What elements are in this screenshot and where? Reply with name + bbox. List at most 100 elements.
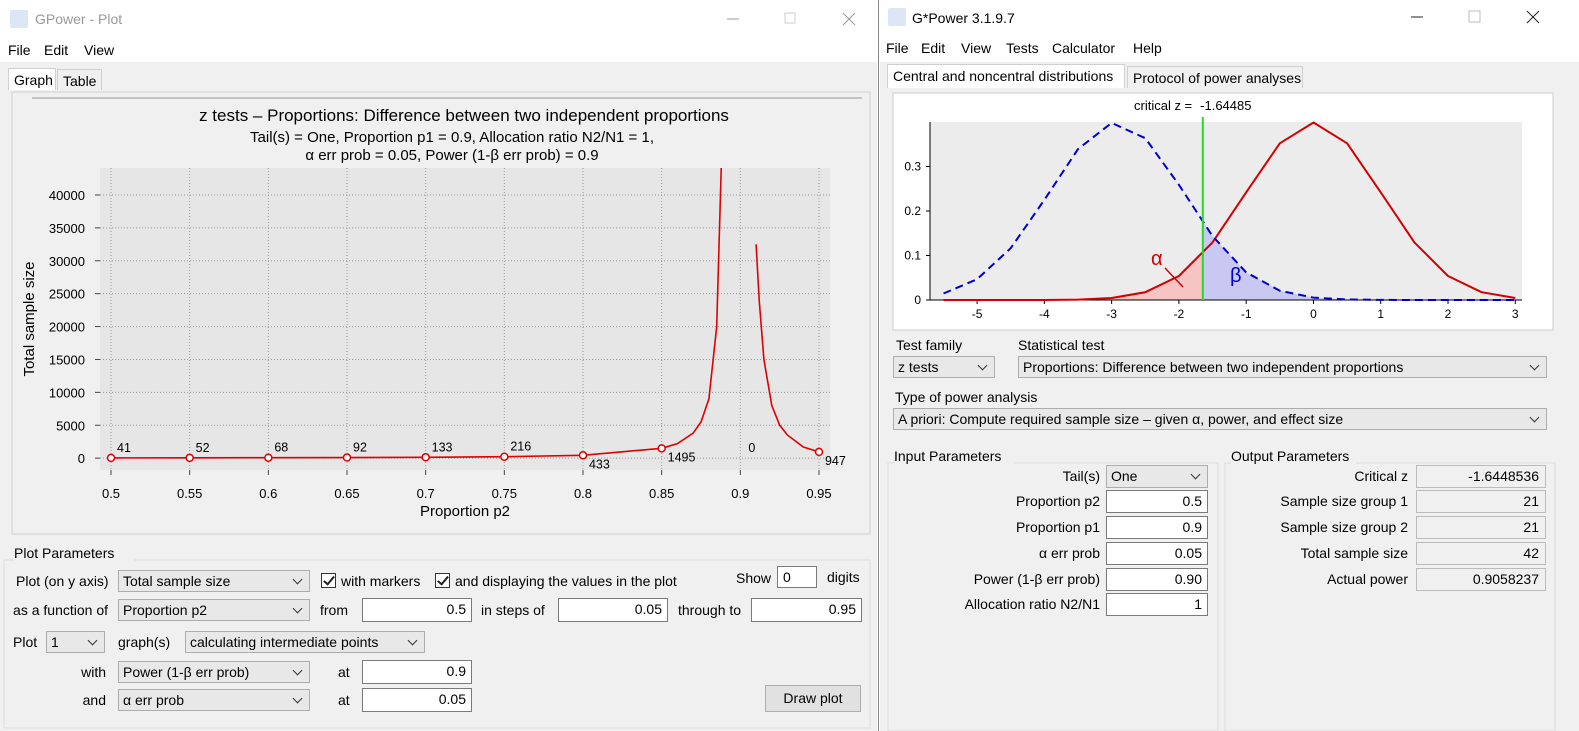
group-heading: Input Parameters bbox=[894, 445, 1014, 467]
label: Tail(s) bbox=[1062, 468, 1100, 484]
x-tick-label: 0.55 bbox=[177, 486, 202, 501]
y-tick-label: 35000 bbox=[49, 221, 85, 236]
x-tick-label: 0.95 bbox=[806, 486, 831, 501]
menu-item[interactable]: Calculator bbox=[1052, 40, 1116, 56]
tab[interactable]: Protocol of power analyses bbox=[1127, 66, 1303, 88]
label: Actual power bbox=[1327, 571, 1408, 587]
menu-item[interactable]: View bbox=[84, 42, 115, 58]
menu-item[interactable]: Tests bbox=[1006, 40, 1039, 56]
text-input[interactable]: 0.5 bbox=[362, 598, 472, 622]
label: digits bbox=[827, 569, 860, 585]
menu-item[interactable]: View bbox=[961, 40, 992, 56]
checkbox[interactable]: and displaying the values in the plot bbox=[435, 570, 695, 592]
y-tick-label: 10000 bbox=[49, 385, 85, 400]
marker bbox=[106, 453, 116, 463]
alpha-pointer bbox=[1164, 267, 1184, 288]
text-input[interactable]: 0.05 bbox=[362, 688, 472, 712]
text-input[interactable]: 0.9 bbox=[1106, 516, 1208, 539]
y-axis-label: Total sample size bbox=[21, 261, 38, 376]
beta-area bbox=[1202, 221, 1516, 300]
button[interactable]: Draw plot bbox=[765, 685, 861, 712]
text-input[interactable]: 0.95 bbox=[751, 598, 862, 622]
spinner[interactable]: 0 bbox=[777, 566, 817, 588]
label: in steps of bbox=[481, 602, 545, 618]
label: as a function of bbox=[13, 602, 108, 618]
chart-title: z tests – Proportions: Difference betwee… bbox=[199, 106, 729, 125]
y-tick-label: 0 bbox=[78, 451, 85, 466]
label: Proportion p1 bbox=[1015, 519, 1100, 535]
data-label: 1495 bbox=[668, 450, 696, 464]
y-tick-label: 0.1 bbox=[904, 249, 921, 263]
x-tick-label: -1 bbox=[1241, 307, 1252, 321]
label: Power (1-β err prob) bbox=[973, 571, 1100, 587]
label: Show bbox=[736, 570, 772, 586]
x-tick-label: -2 bbox=[1174, 307, 1185, 321]
label: Type of power analysis bbox=[895, 389, 1038, 405]
plot-params-group bbox=[3, 559, 871, 729]
x-tick-label: 2 bbox=[1445, 307, 1452, 321]
label: at bbox=[338, 692, 350, 708]
main-window-controls bbox=[1411, 10, 1540, 24]
dropdown[interactable]: A priori: Compute required sample size –… bbox=[893, 408, 1547, 430]
tab[interactable]: Table bbox=[57, 69, 102, 90]
checkbox[interactable]: with markers bbox=[321, 570, 426, 592]
x-tick-label: 3 bbox=[1512, 307, 1519, 321]
menu-item[interactable]: Help bbox=[1133, 40, 1162, 56]
menu-item[interactable]: File bbox=[886, 40, 909, 56]
x-tick-label: 0.9 bbox=[731, 486, 749, 501]
text-input[interactable]: 0.5 bbox=[1106, 490, 1208, 513]
label: Proportion p2 bbox=[1015, 493, 1100, 509]
marker bbox=[578, 451, 588, 460]
menu-item[interactable]: Edit bbox=[44, 42, 69, 58]
label: Sample size group 2 bbox=[1280, 519, 1408, 535]
text-input[interactable]: 0.90 bbox=[1106, 568, 1208, 591]
output-field: -1.6448536 bbox=[1416, 465, 1546, 488]
menu-item[interactable]: File bbox=[8, 42, 31, 58]
label: Total sample size bbox=[1300, 545, 1408, 561]
dropdown[interactable]: 1 bbox=[46, 631, 105, 653]
text-input[interactable]: 1 bbox=[1106, 593, 1208, 616]
label: Sample size group 1 bbox=[1280, 493, 1408, 509]
x-tick-label: 0.7 bbox=[417, 486, 435, 501]
plot-area bbox=[100, 168, 830, 470]
y-tick-label: 25000 bbox=[49, 287, 85, 302]
marker bbox=[500, 452, 509, 461]
dropdown[interactable]: z tests bbox=[893, 356, 995, 378]
data-label: 0 bbox=[748, 441, 755, 455]
label: Test family bbox=[896, 337, 963, 353]
dropdown[interactable]: α err prob bbox=[118, 689, 310, 711]
x-tick-label: -5 bbox=[972, 307, 983, 321]
dropdown[interactable]: Proportions: Difference between two inde… bbox=[1018, 356, 1547, 378]
data-label: 52 bbox=[196, 441, 210, 455]
data-label: 433 bbox=[589, 457, 610, 471]
tab[interactable]: Central and noncentral distributions bbox=[887, 64, 1125, 88]
dropdown[interactable]: Total sample size bbox=[118, 570, 310, 592]
density-curve bbox=[943, 121, 1516, 301]
dropdown[interactable]: calculating intermediate points bbox=[185, 631, 425, 653]
text-input[interactable]: 0.9 bbox=[362, 660, 472, 684]
label: α err prob bbox=[1038, 545, 1100, 561]
dropdown[interactable]: Power (1-β err prob) bbox=[118, 661, 310, 683]
x-tick-label: 1 bbox=[1377, 307, 1384, 321]
label: at bbox=[338, 664, 350, 680]
text-input[interactable]: 0.05 bbox=[558, 598, 668, 622]
critical-label: critical z = -1.64485 bbox=[1134, 98, 1251, 113]
label: Statistical test bbox=[1018, 337, 1105, 353]
dropdown[interactable]: Proportion p2 bbox=[118, 599, 310, 621]
marker bbox=[342, 453, 352, 462]
label: through to bbox=[678, 602, 742, 618]
menu-item[interactable]: Edit bbox=[921, 40, 946, 56]
marker bbox=[814, 447, 824, 457]
curve bbox=[110, 168, 820, 459]
dropdown[interactable]: One bbox=[1106, 465, 1208, 488]
tab[interactable]: Graph bbox=[8, 68, 56, 90]
y-tick-label: 0.3 bbox=[904, 160, 921, 174]
data-label: 216 bbox=[510, 440, 531, 454]
text-input[interactable]: 0.05 bbox=[1106, 542, 1208, 565]
chart-subtitle: Tail(s) = One, Proportion p1 = 0.9, Allo… bbox=[250, 129, 654, 146]
y-tick-label: 0 bbox=[914, 293, 921, 307]
marker bbox=[185, 453, 194, 463]
plot-window-controls bbox=[727, 12, 856, 26]
alpha-label: α bbox=[1151, 248, 1163, 270]
